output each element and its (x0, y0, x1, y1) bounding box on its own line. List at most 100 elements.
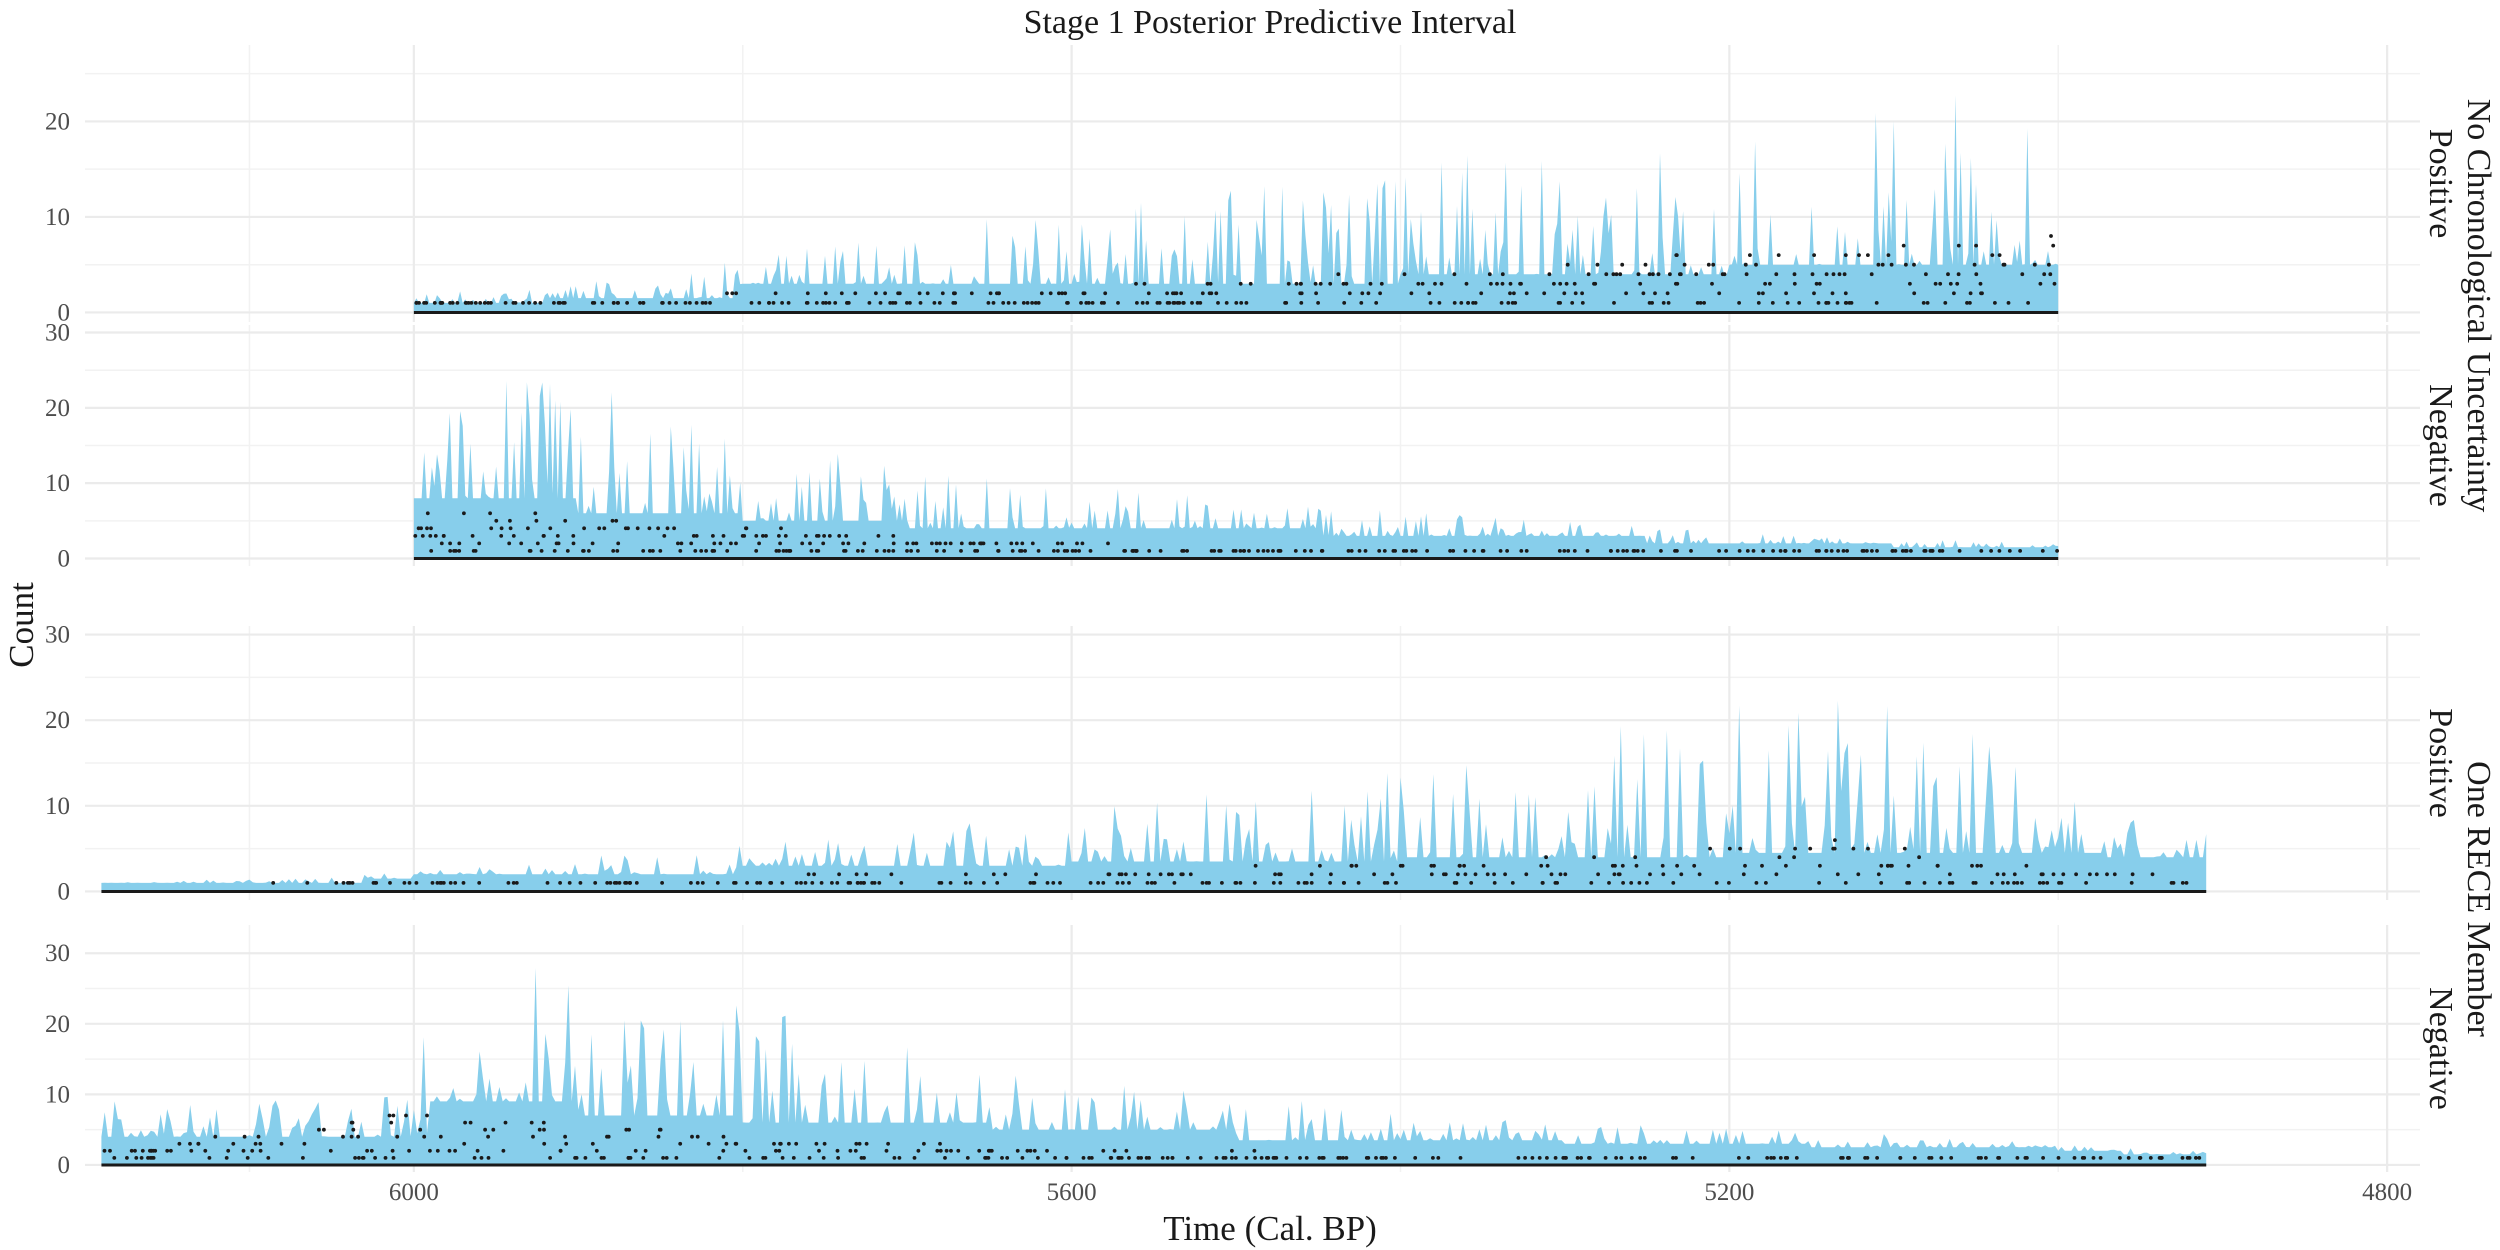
observed-point (1112, 1148, 1117, 1153)
observed-point (1429, 872, 1434, 877)
observed-point (918, 301, 923, 305)
observed-point (1659, 549, 1663, 553)
observed-point (938, 1141, 942, 1146)
observed-point (188, 1141, 192, 1146)
observed-point (1081, 291, 1086, 296)
observed-point (1572, 281, 1577, 286)
observed-point (1592, 855, 1596, 860)
observed-point (165, 1148, 170, 1153)
x-tick-label: 6000 (389, 1179, 439, 1206)
observed-point (486, 301, 491, 305)
observed-point (1230, 1156, 1234, 1160)
observed-point (1635, 549, 1640, 553)
observed-point (1463, 872, 1468, 877)
observed-point (1045, 881, 1050, 885)
observed-point (473, 549, 478, 553)
observed-point (1612, 872, 1617, 877)
observed-point (258, 1141, 263, 1146)
observed-point (777, 534, 781, 538)
observed-point (351, 1127, 356, 1132)
observed-point (1096, 881, 1100, 885)
y-tick-label: 30 (45, 622, 70, 649)
observed-point (486, 1156, 491, 1160)
observed-point (1929, 1156, 1934, 1160)
observed-point (334, 881, 339, 885)
observed-point (1537, 1156, 1542, 1160)
observed-point (1641, 549, 1646, 553)
observed-point (1641, 291, 1646, 296)
observed-point (1473, 301, 1478, 305)
observed-point (1675, 863, 1679, 868)
observed-point (2052, 281, 2057, 286)
observed-point (1908, 281, 1912, 286)
observed-point (483, 1127, 487, 1132)
observed-point (1972, 262, 1977, 267)
observed-point (1675, 549, 1679, 553)
observed-point (814, 301, 819, 305)
observed-point (712, 549, 717, 553)
observed-point (1005, 1156, 1010, 1160)
observed-point (893, 301, 898, 305)
observed-point (755, 881, 759, 885)
observed-point (991, 301, 996, 305)
observed-point (635, 526, 640, 531)
observed-point (404, 1113, 408, 1118)
observed-point (475, 1148, 480, 1153)
observed-point (1459, 301, 1464, 305)
observed-point (1413, 549, 1418, 553)
observed-point (129, 1148, 134, 1153)
y-tick-label: 10 (45, 1081, 70, 1108)
observed-point (1778, 1156, 1783, 1160)
observed-point (777, 549, 781, 553)
observed-point (1817, 881, 1821, 885)
x-axis-title: Time (Cal. BP) (1163, 1209, 1377, 1248)
observed-point (2012, 881, 2016, 885)
observed-point (1063, 291, 1068, 296)
observed-point (1671, 1156, 1675, 1160)
observed-point (1318, 863, 1322, 868)
observed-point (854, 872, 859, 877)
observed-point (1145, 301, 1150, 305)
observed-point (729, 541, 733, 546)
observed-point (1777, 855, 1782, 860)
observed-point (1714, 881, 1719, 885)
observed-point (448, 301, 452, 305)
observed-point (1313, 281, 1318, 286)
observed-point (1218, 549, 1223, 553)
observed-point (503, 1120, 508, 1125)
observed-point (1133, 549, 1138, 553)
observed-point (207, 1156, 212, 1160)
observed-point (1023, 549, 1027, 553)
observed-point (482, 301, 487, 305)
observed-point (848, 1148, 853, 1153)
observed-point (419, 526, 423, 531)
observed-point (610, 518, 615, 523)
observed-point (1743, 863, 1747, 868)
observed-point (1661, 872, 1666, 877)
observed-point (733, 1141, 738, 1146)
observed-point (810, 881, 815, 885)
observed-point (827, 301, 832, 305)
observed-point (1259, 1156, 1264, 1160)
observed-point (788, 549, 793, 553)
observed-point (258, 1148, 263, 1153)
observed-point (2148, 1156, 2153, 1160)
observed-point (699, 549, 704, 553)
observed-point (1674, 1156, 1678, 1160)
observed-point (2197, 1156, 2202, 1160)
observed-point (1561, 1156, 1566, 1160)
observed-point (1938, 881, 1942, 885)
observed-point (450, 301, 455, 305)
observed-point (1661, 301, 1666, 305)
observed-point (1200, 291, 1205, 296)
observed-point (806, 872, 811, 877)
observed-point (1442, 872, 1446, 877)
observed-point (1344, 1156, 1349, 1160)
observed-point (1621, 881, 1625, 885)
observed-point (1452, 301, 1457, 305)
observed-point (1866, 253, 1870, 257)
observed-point (2040, 549, 2045, 553)
observed-point (937, 881, 942, 885)
observed-point (452, 549, 456, 553)
x-axis-ticks: 6000 5600 5200 4800 (389, 1179, 2412, 1206)
